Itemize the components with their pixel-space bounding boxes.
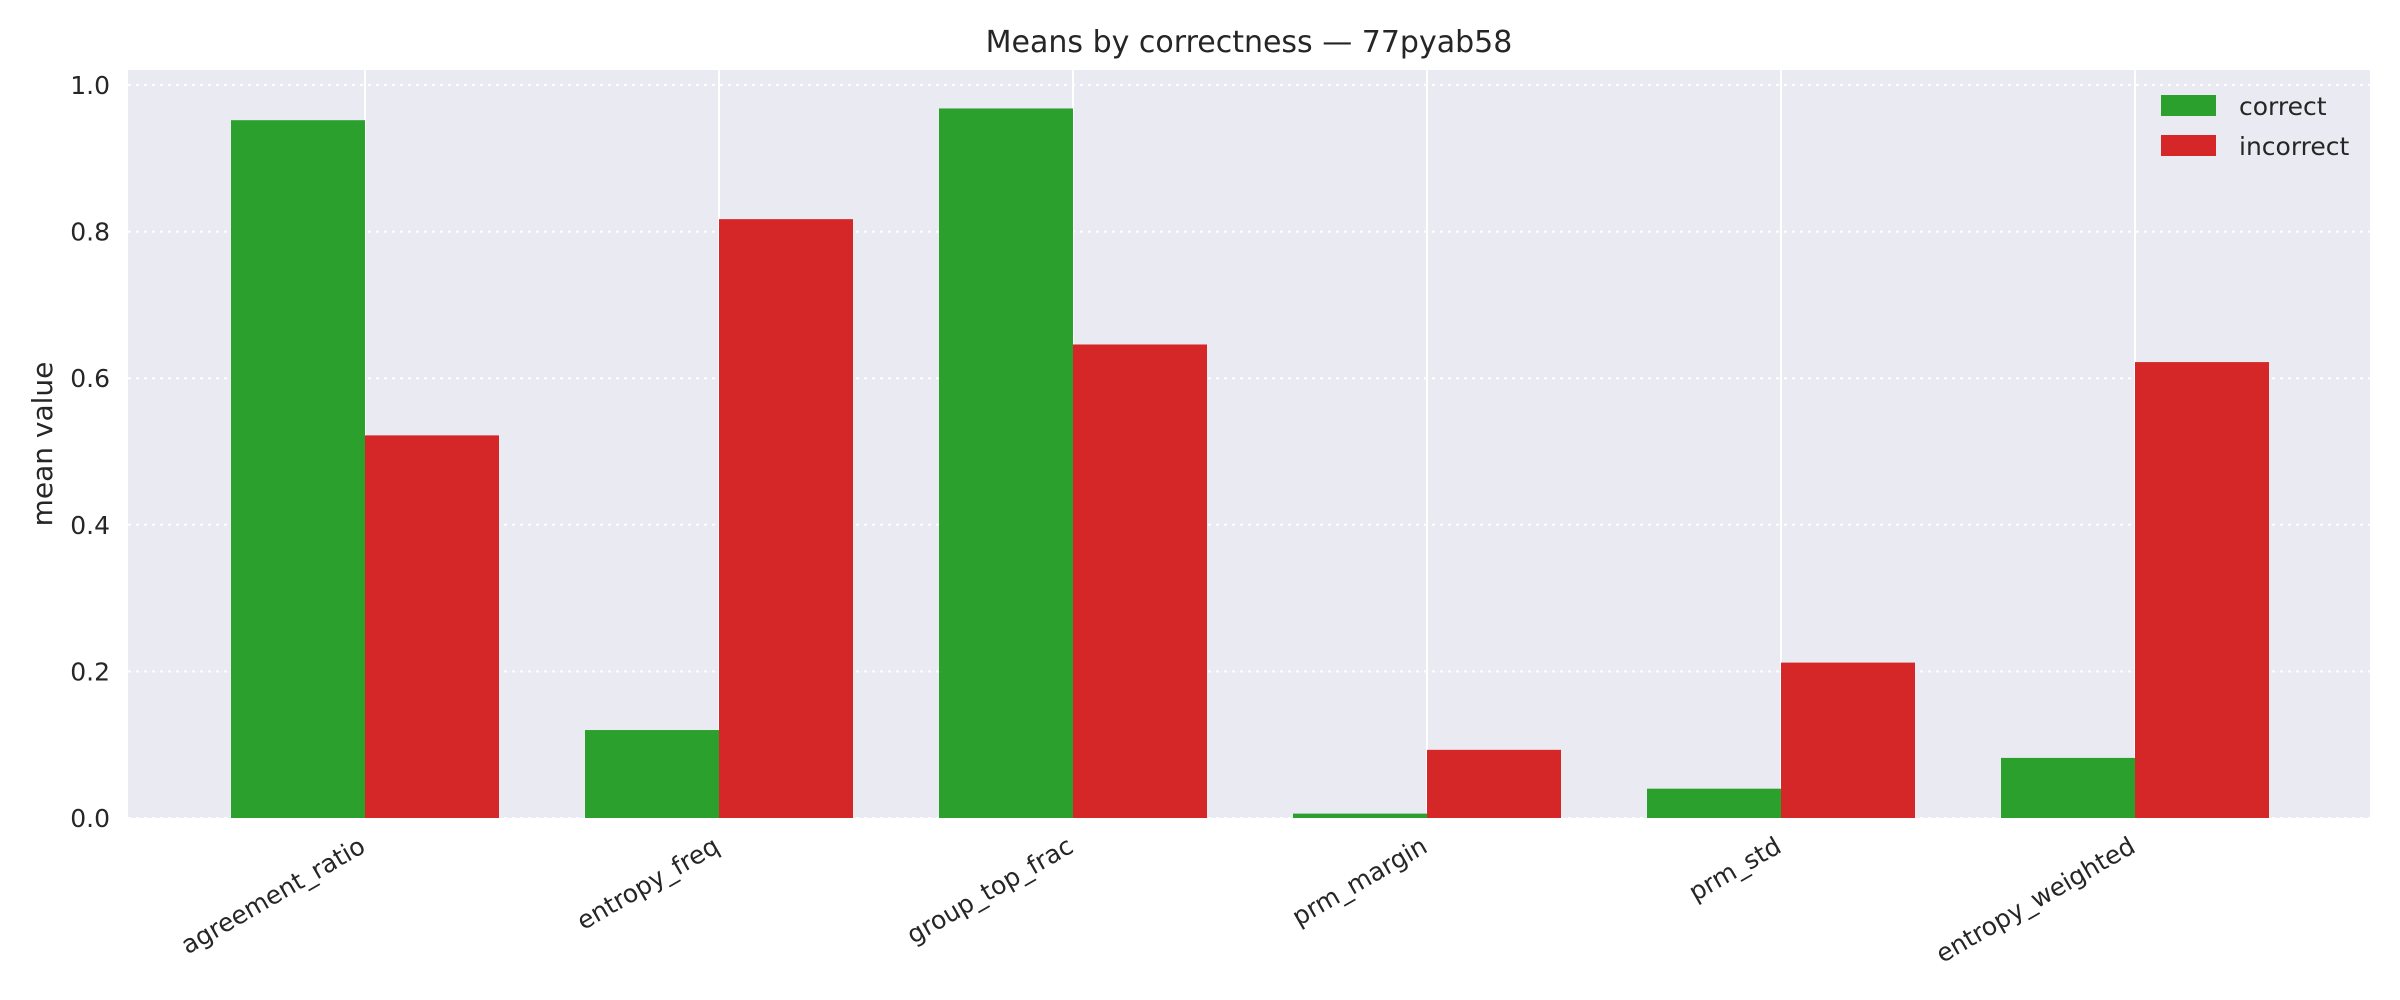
legend-swatch-correct xyxy=(2161,95,2216,116)
x-tick-label: entropy_weighted xyxy=(1931,831,2140,968)
bar-correct-entropy_weighted xyxy=(2001,757,2135,818)
bar-correct-prm_margin xyxy=(1293,813,1427,818)
y-tick-label: 0.8 xyxy=(70,218,110,247)
bar-incorrect-prm_margin xyxy=(1427,749,1561,818)
bar-correct-prm_std xyxy=(1647,788,1781,818)
legend-label-incorrect: incorrect xyxy=(2239,132,2350,161)
bar-correct-group_top_frac xyxy=(939,108,1073,819)
bar-incorrect-entropy_weighted xyxy=(2135,362,2269,818)
legend: correct incorrect xyxy=(2161,92,2350,161)
bar-correct-entropy_freq xyxy=(585,730,719,818)
legend-label-correct: correct xyxy=(2239,92,2327,121)
bar-incorrect-group_top_frac xyxy=(1073,344,1207,818)
y-tick-label: 1.0 xyxy=(70,71,110,100)
bar-incorrect-entropy_freq xyxy=(719,219,853,818)
bar-incorrect-agreement_ratio xyxy=(365,435,499,818)
bar-incorrect-prm_std xyxy=(1781,662,1915,818)
x-tick-label: agreement_ratio xyxy=(176,831,370,960)
y-tick-label: 0.4 xyxy=(70,511,110,540)
x-tick-label: prm_margin xyxy=(1287,831,1432,931)
x-axis-ticks: agreement_ratio entropy_freq group_top_fra… xyxy=(176,831,2140,968)
y-tick-label: 0.0 xyxy=(70,804,110,833)
plot-area xyxy=(128,70,2370,818)
legend-swatch-incorrect xyxy=(2161,135,2216,156)
x-tick-label: prm_std xyxy=(1684,831,1786,907)
y-axis-ticks: 0.0 0.2 0.4 0.6 0.8 1.0 xyxy=(70,71,110,833)
x-tick-label: group_top_frac xyxy=(902,831,1078,949)
y-tick-label: 0.2 xyxy=(70,657,110,686)
x-tick-label: entropy_freq xyxy=(572,831,724,936)
bar-correct-agreement_ratio xyxy=(231,120,365,818)
y-tick-label: 0.6 xyxy=(70,364,110,393)
bars xyxy=(231,108,2269,819)
chart-title: Means by correctness — 77pyab58 xyxy=(986,25,1513,60)
y-axis-label: mean value xyxy=(26,362,59,527)
